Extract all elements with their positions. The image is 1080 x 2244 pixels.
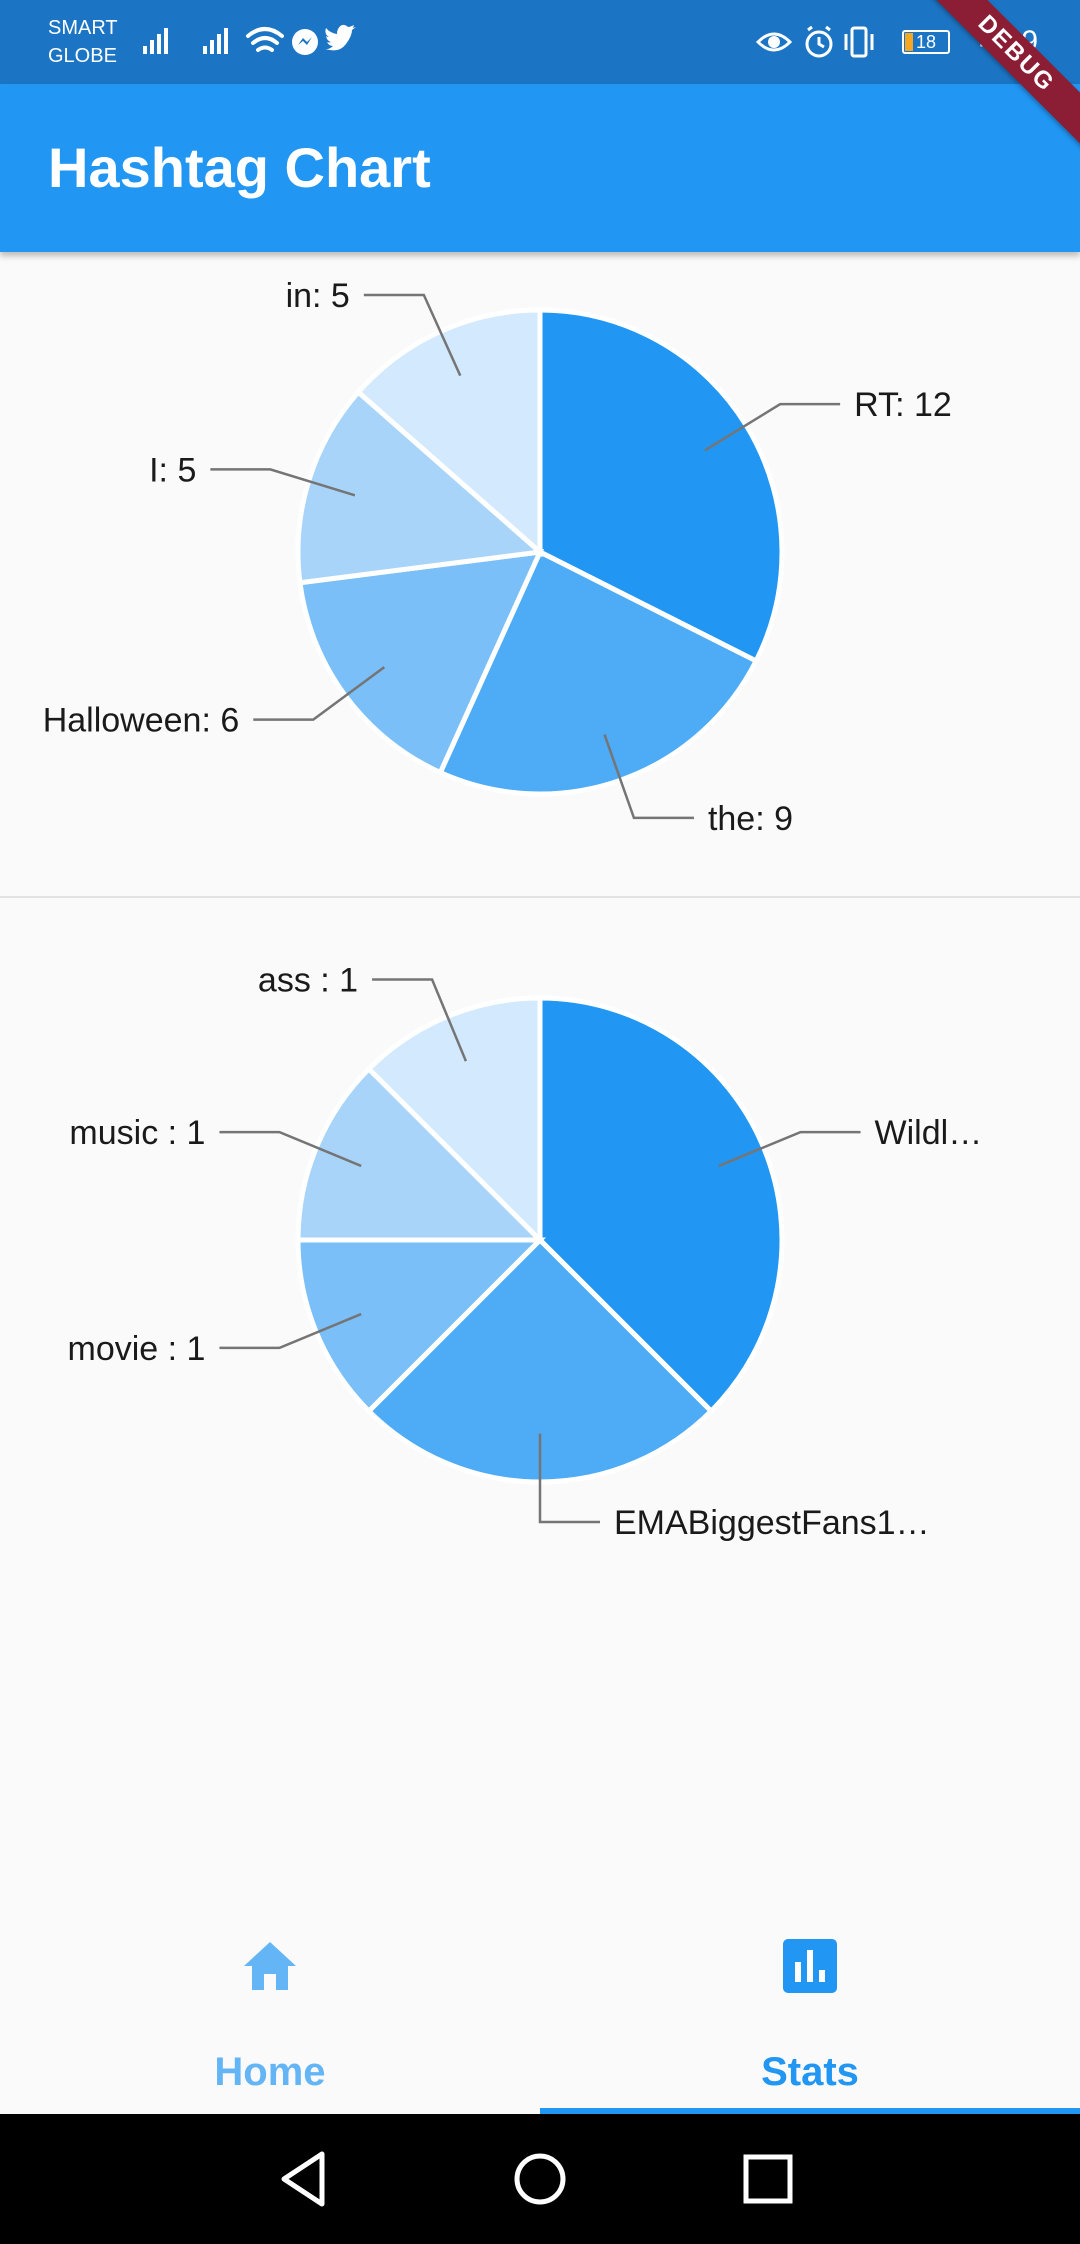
- slice-label-0-0: RT: 12: [854, 386, 952, 424]
- app-bar: Hashtag Chart: [0, 84, 1080, 252]
- signal-icon: [143, 28, 168, 54]
- nav-item-home[interactable]: Home: [0, 1900, 540, 2114]
- battery-level: 18: [915, 32, 937, 52]
- carrier-line-2: GLOBE: [48, 45, 117, 67]
- home-icon: [244, 1942, 296, 1990]
- bottom-navigation: Home Stats: [0, 1900, 1080, 2114]
- alarm-icon: [805, 25, 833, 58]
- hashtag-pie-chart-1: RT: 12 the: 9 Halloween: 6 I: 5 in: 5: [43, 277, 952, 838]
- status-bar: SMART GLOBE: [0, 0, 1080, 84]
- leader-line-0-4: [363, 293, 462, 377]
- leader-line-1-4: [372, 978, 468, 1062]
- battery-icon: 18: [902, 30, 950, 54]
- bar-chart-icon: [783, 1939, 837, 1993]
- system-navigation-bar: [0, 2114, 1080, 2244]
- status-left-icons: [143, 24, 356, 55]
- slice-label-1-2: movie : 1: [68, 1330, 206, 1368]
- slice-label-1-1: EMABiggestFans1…: [614, 1504, 930, 1542]
- vibrate-icon: [844, 26, 874, 58]
- slice-label-0-3: I: 5: [149, 451, 196, 489]
- recents-icon[interactable]: [733, 2144, 803, 2214]
- leader-line-0-2: [253, 666, 386, 721]
- page-title: Hashtag Chart: [48, 136, 431, 199]
- leader-line-1-1: [538, 1433, 600, 1524]
- back-icon[interactable]: [270, 2144, 340, 2214]
- leader-line-0-1: [603, 734, 694, 820]
- chart-divider: [0, 896, 1080, 898]
- eye-icon: [756, 32, 793, 52]
- leader-line-1-3: [219, 1130, 362, 1168]
- status-right-icons: [756, 25, 874, 58]
- slice-label-1-3: music : 1: [69, 1114, 205, 1152]
- carrier-line-1: SMART: [48, 17, 118, 39]
- hashtag-pie-chart-2: Wildl… EMABiggestFans1… movie : 1 music : 1…: [68, 961, 983, 1542]
- nav-item-stats[interactable]: Stats: [540, 1900, 1080, 2114]
- leader-line-1-2: [219, 1312, 362, 1350]
- signal-icon: [203, 28, 228, 54]
- slice-label-1-0: Wildl…: [875, 1114, 983, 1152]
- leader-line-0-0: [704, 402, 841, 452]
- slice-label-0-4: in: 5: [286, 277, 350, 315]
- nav-label-stats: Stats: [761, 2050, 859, 2094]
- home-circle-icon[interactable]: [505, 2144, 575, 2214]
- twitter-icon: [324, 24, 356, 51]
- leader-line-1-0: [718, 1130, 861, 1168]
- carrier-name: SMART GLOBE: [48, 14, 118, 70]
- wifi-icon: [246, 27, 284, 52]
- slice-label-0-2: Halloween: 6: [43, 702, 240, 740]
- leader-line-0-3: [210, 468, 356, 497]
- nav-label-home: Home: [214, 2050, 326, 2094]
- slice-label-0-1: the: 9: [708, 800, 793, 838]
- active-tab-indicator: [540, 2108, 1080, 2114]
- messenger-icon: [292, 29, 318, 55]
- slice-label-1-4: ass : 1: [258, 961, 358, 999]
